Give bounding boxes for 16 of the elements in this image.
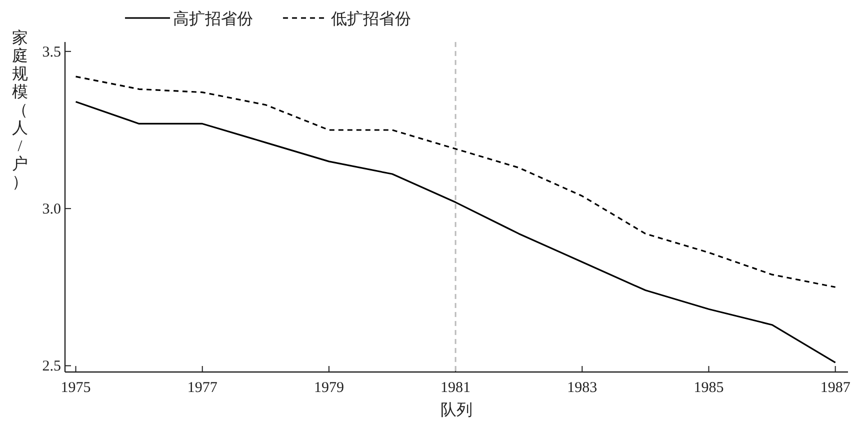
x-tick-label: 1977 [187, 380, 218, 396]
x-tick-label: 1981 [440, 380, 471, 396]
y-tick-label: 2.5 [42, 358, 61, 375]
legend-label: 低扩招省份 [331, 10, 411, 28]
text: 家庭规模（人/户） [12, 30, 28, 191]
x-tick-label: 1983 [567, 380, 598, 396]
x-tick-label: 1979 [314, 380, 344, 396]
x-axis-title: 队列 [440, 402, 472, 419]
line-series [74, 100, 836, 364]
line-series [74, 76, 836, 288]
x-tick-label: 1985 [694, 380, 724, 396]
legend-label: 高扩招省份 [173, 10, 253, 28]
y-tick-label: 3.5 [42, 44, 61, 60]
y-tick-label: 3.0 [42, 202, 61, 218]
x-tick-label: 1975 [60, 380, 91, 396]
x-tick-label: 1987 [820, 380, 851, 396]
